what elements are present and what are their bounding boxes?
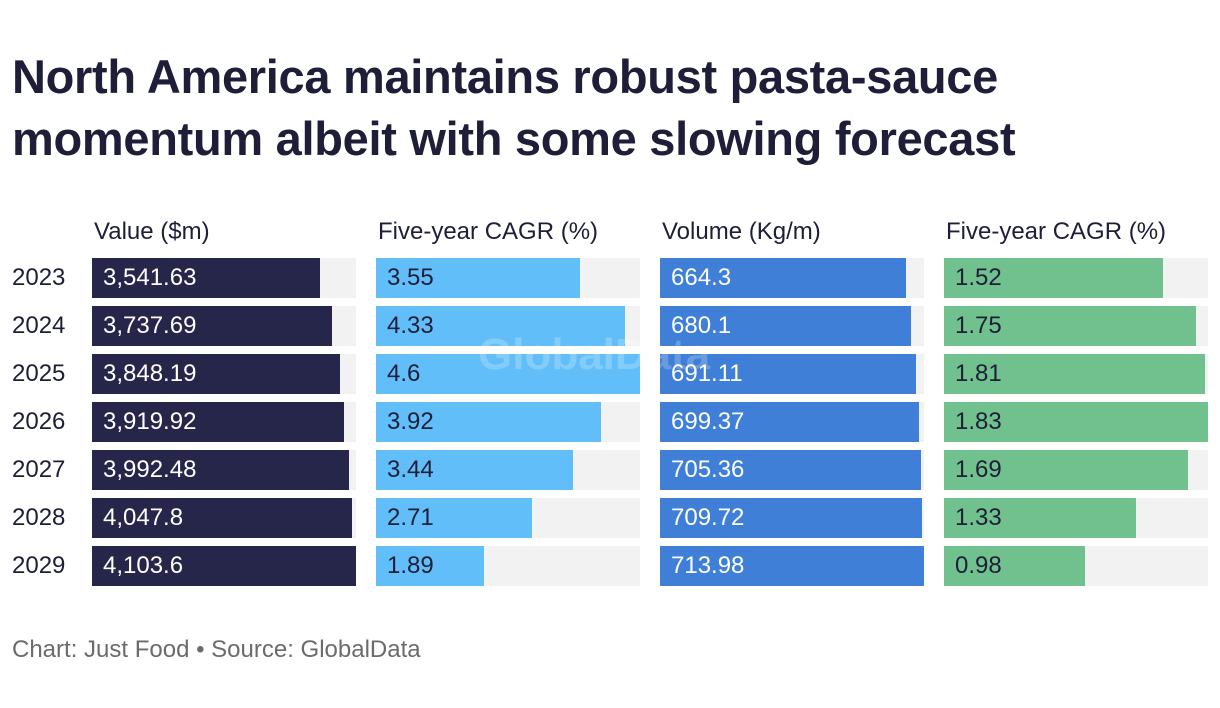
bar-value-label: 3.44 — [387, 456, 434, 483]
bar-value-label: 709.72 — [671, 504, 745, 531]
bar-value — [92, 498, 353, 538]
bar-track: 3,541.63 — [92, 258, 356, 298]
bar-track: 3,737.69 — [92, 306, 356, 346]
bar-track: 699.37 — [660, 402, 924, 442]
row-label-year: 2029 — [12, 552, 66, 579]
bar-track: 1.75 — [944, 306, 1208, 346]
bar-value-label: 4,047.8 — [103, 504, 184, 531]
bar-volume-cagr — [944, 498, 1136, 538]
bar-track: 3,919.92 — [92, 402, 356, 442]
bar-track: 3.55 — [376, 258, 640, 298]
bar-track: 709.72 — [660, 498, 924, 538]
bar-value-label: 699.37 — [671, 408, 745, 435]
bar-value-label: 691.11 — [671, 360, 743, 387]
chart-title: North America maintains robust pasta-sau… — [12, 46, 1192, 170]
chart-footer: Chart: Just Food • Source: GlobalData — [12, 636, 421, 663]
bar-volume — [660, 450, 921, 490]
bar-value-label: 713.98 — [671, 552, 745, 579]
bar-value — [92, 258, 320, 298]
bar-track: 1.83 — [944, 402, 1208, 442]
chart-title-line-1: North America maintains robust pasta-sau… — [12, 50, 998, 103]
bar-volume — [660, 402, 919, 442]
bar-volume — [660, 546, 924, 586]
column-header-volume: Volume (Kg/m) — [662, 218, 821, 245]
bar-track: 1.81 — [944, 354, 1208, 394]
row-label-year: 2024 — [12, 312, 66, 339]
bar-value-label: 3.55 — [387, 264, 434, 291]
bar-value-label: 3.92 — [387, 408, 434, 435]
bar-volume-cagr — [944, 258, 1164, 298]
bar-track: 3,992.48 — [92, 450, 356, 490]
bar-track: 1.52 — [944, 258, 1208, 298]
bar-value — [92, 546, 356, 586]
row-label-year: 2023 — [12, 264, 66, 291]
bar-value-label: 3,992.48 — [103, 456, 197, 483]
bar-track: 3.92 — [376, 402, 640, 442]
bar-value-label: 3,541.63 — [103, 264, 197, 291]
bar-value-label: 1.69 — [955, 456, 1002, 483]
bar-value-cagr — [376, 306, 625, 346]
bar-value-label: 3,848.19 — [103, 360, 197, 387]
bar-volume — [660, 258, 906, 298]
bar-value-label: 705.36 — [671, 456, 745, 483]
bar-track: 1.69 — [944, 450, 1208, 490]
bar-track: 1.89 — [376, 546, 640, 586]
bar-track: 664.3 — [660, 258, 924, 298]
bar-value-label: 1.52 — [955, 264, 1002, 291]
bar-value — [92, 354, 340, 394]
bar-value-label: 664.3 — [671, 264, 732, 291]
bar-value-label: 1.75 — [955, 312, 1002, 339]
bar-value-label: 4,103.6 — [103, 552, 184, 579]
bar-track: 713.98 — [660, 546, 924, 586]
bar-value-label: 3,737.69 — [103, 312, 197, 339]
row-label-year: 2026 — [12, 408, 66, 435]
bar-value-label: 2.71 — [387, 504, 434, 531]
bar-value-label: 1.33 — [955, 504, 1002, 531]
bar-volume-cagr — [944, 450, 1188, 490]
bar-volume — [660, 354, 916, 394]
column-header-value: Value ($m) — [94, 218, 210, 245]
bar-value-label: 4.6 — [387, 360, 421, 387]
row-label-year: 2028 — [12, 504, 66, 531]
bar-track: 4,103.6 — [92, 546, 356, 586]
bar-track: 4.33 — [376, 306, 640, 346]
bar-value — [92, 306, 333, 346]
row-label-year: 2025 — [12, 360, 66, 387]
bar-value-cagr — [376, 354, 640, 394]
bar-value-label: 4.33 — [387, 312, 434, 339]
bar-value-label: 1.83 — [955, 408, 1002, 435]
bar-value-label: 3,919.92 — [103, 408, 197, 435]
bar-value — [92, 402, 345, 442]
bar-volume-cagr — [944, 306, 1197, 346]
bar-value-cagr — [376, 498, 532, 538]
bar-track: 705.36 — [660, 450, 924, 490]
bar-value-label: 680.1 — [671, 312, 732, 339]
row-label-year: 2027 — [12, 456, 66, 483]
bar-value-cagr — [376, 402, 601, 442]
bar-value-label: 1.81 — [955, 360, 1002, 387]
bar-track: 2.71 — [376, 498, 640, 538]
bar-track: 4.6 — [376, 354, 640, 394]
bar-track: 691.11 — [660, 354, 924, 394]
bar-track: 0.98 — [944, 546, 1208, 586]
bar-volume-cagr — [944, 354, 1206, 394]
bar-volume-cagr — [944, 546, 1086, 586]
bar-value — [92, 450, 349, 490]
bar-volume-cagr — [944, 402, 1208, 442]
column-header-value-cagr: Five-year CAGR (%) — [378, 218, 599, 245]
bar-value-cagr — [376, 450, 574, 490]
bar-track: 4,047.8 — [92, 498, 356, 538]
bar-track: 3.44 — [376, 450, 640, 490]
bar-value-cagr — [376, 258, 580, 298]
bar-track: 680.1 — [660, 306, 924, 346]
bar-value-label: 0.98 — [955, 552, 1002, 579]
bar-track: 1.33 — [944, 498, 1208, 538]
bar-volume — [660, 498, 923, 538]
bar-track: 3,848.19 — [92, 354, 356, 394]
chart-title-line-2: momentum albeit with some slowing foreca… — [12, 112, 1016, 165]
bar-value-cagr — [376, 546, 485, 586]
bar-volume — [660, 306, 912, 346]
bar-value-label: 1.89 — [387, 552, 434, 579]
column-header-volume-cagr: Five-year CAGR (%) — [946, 218, 1167, 245]
